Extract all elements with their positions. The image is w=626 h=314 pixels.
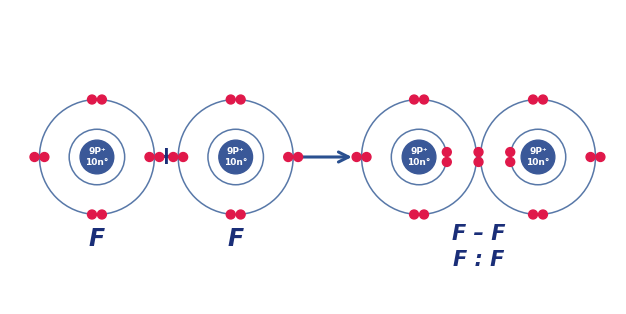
Circle shape [98,210,106,219]
Circle shape [236,210,245,219]
Circle shape [474,158,483,166]
Text: 9P⁺
10n°: 9P⁺ 10n° [526,147,550,167]
Circle shape [506,148,515,156]
Text: F: F [89,227,105,252]
Text: 9P⁺
10n°: 9P⁺ 10n° [408,147,431,167]
Text: 9P⁺
10n°: 9P⁺ 10n° [85,147,109,167]
Text: F : F: F : F [453,250,504,270]
Circle shape [226,95,235,104]
Circle shape [145,153,154,161]
Circle shape [294,153,302,161]
Circle shape [538,210,547,219]
Text: 9P⁺
10n°: 9P⁺ 10n° [224,147,247,167]
Circle shape [596,153,605,161]
Circle shape [284,153,293,161]
Circle shape [586,153,595,161]
Circle shape [169,153,178,161]
Circle shape [402,140,436,174]
Circle shape [362,153,371,161]
Circle shape [226,210,235,219]
Circle shape [474,148,483,156]
Circle shape [409,95,419,104]
Circle shape [443,148,451,156]
Circle shape [419,210,428,219]
Circle shape [528,95,538,104]
Circle shape [40,153,49,161]
Circle shape [409,210,419,219]
Circle shape [506,158,515,166]
Circle shape [178,153,188,161]
Text: F – F: F – F [452,225,505,244]
Circle shape [528,210,538,219]
Circle shape [236,95,245,104]
Circle shape [98,95,106,104]
Text: F: F [228,227,244,252]
Circle shape [30,153,39,161]
Circle shape [219,140,252,174]
Circle shape [155,153,164,161]
Circle shape [88,210,96,219]
Circle shape [352,153,361,161]
Circle shape [88,95,96,104]
Circle shape [80,140,114,174]
Circle shape [538,95,547,104]
Circle shape [521,140,555,174]
Circle shape [419,95,428,104]
Circle shape [443,158,451,166]
Text: +: + [156,145,177,169]
